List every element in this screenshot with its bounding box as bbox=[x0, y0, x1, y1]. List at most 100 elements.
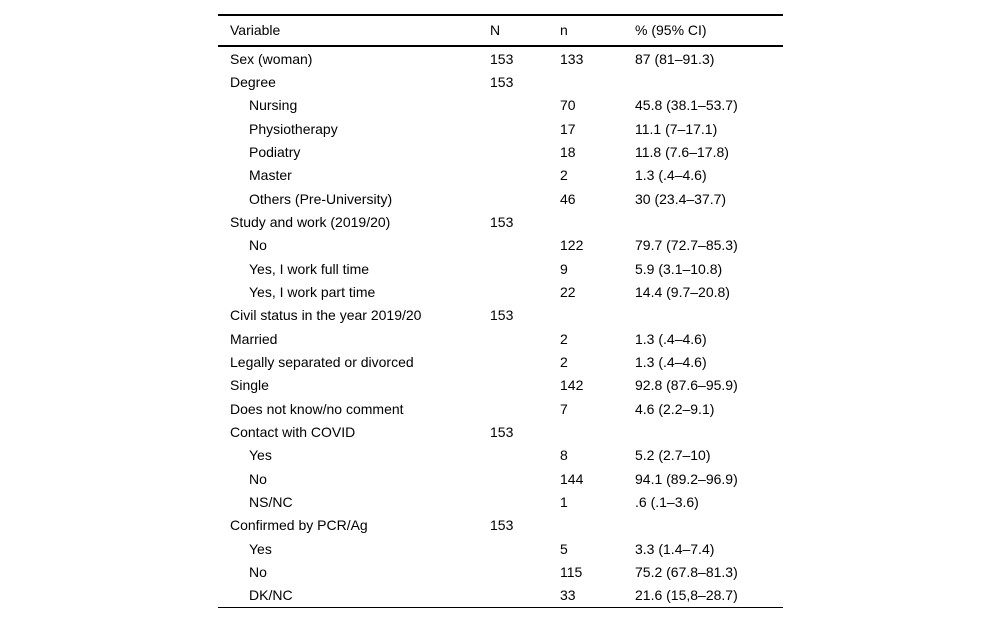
cell-pct: 5.2 (2.7–10) bbox=[635, 447, 711, 464]
cell-pct: 14.4 (9.7–20.8) bbox=[635, 283, 730, 300]
row-label: Yes, I work part time bbox=[249, 283, 376, 300]
row-label: Master bbox=[249, 167, 292, 184]
cell-n: 17 bbox=[560, 120, 576, 137]
table-row: No 122 79.7 (72.7–85.3) bbox=[218, 234, 783, 257]
cell-pct: 45.8 (38.1–53.7) bbox=[635, 97, 738, 114]
cell-n: 9 bbox=[560, 260, 568, 277]
row-label: No bbox=[249, 470, 267, 487]
cell-n: 7 bbox=[560, 400, 568, 417]
table-row: Master 2 1.3 (.4–4.6) bbox=[218, 164, 783, 187]
table-row: Study and work (2019/20) 153 bbox=[218, 210, 783, 233]
table-row: NS/NC 1 .6 (.1–3.6) bbox=[218, 490, 783, 513]
row-label: Yes bbox=[249, 540, 272, 557]
cell-n: 33 bbox=[560, 587, 576, 604]
table-header-rule bbox=[218, 44, 783, 47]
cell-pct: 75.2 (67.8–81.3) bbox=[635, 563, 738, 580]
cell-N: 153 bbox=[490, 517, 514, 534]
cell-n: 2 bbox=[560, 167, 568, 184]
cell-pct: 11.1 (7–17.1) bbox=[635, 120, 718, 137]
row-label: Degree bbox=[230, 73, 276, 90]
cell-pct: 21.6 (15,8–28.7) bbox=[635, 587, 738, 604]
column-header-variable: Variable bbox=[230, 22, 281, 38]
row-label: Single bbox=[230, 377, 269, 394]
cell-n: 2 bbox=[560, 353, 568, 370]
cell-pct: 4.6 (2.2–9.1) bbox=[635, 400, 715, 417]
table-row: Yes, I work full time 9 5.9 (3.1–10.8) bbox=[218, 257, 783, 280]
table-bottom-rule bbox=[218, 606, 783, 609]
cell-pct: .6 (.1–3.6) bbox=[635, 493, 699, 510]
row-label: Legally separated or divorced bbox=[230, 353, 414, 370]
cell-pct: 30 (23.4–37.7) bbox=[635, 190, 727, 207]
row-label: Others (Pre-University) bbox=[249, 190, 393, 207]
table-row: Legally separated or divorced 2 1.3 (.4–4.… bbox=[218, 350, 783, 373]
cell-pct: 87 (81–91.3) bbox=[635, 50, 715, 67]
table-body: Sex (woman) 153 133 87 (81–91.3) Degree 153 Nu… bbox=[218, 47, 783, 607]
cell-N: 153 bbox=[490, 423, 514, 440]
cell-pct: 1.3 (.4–4.6) bbox=[635, 330, 707, 347]
row-label: Study and work (2019/20) bbox=[230, 213, 391, 230]
row-label: Nursing bbox=[249, 97, 298, 114]
cell-n: 122 bbox=[560, 237, 584, 254]
table-row: DK/NC 33 21.6 (15,8–28.7) bbox=[218, 584, 783, 607]
table-row: Contact with COVID 153 bbox=[218, 420, 783, 443]
row-label: DK/NC bbox=[249, 587, 293, 604]
column-header-pct-ci: % (95% CI) bbox=[635, 22, 707, 38]
table-row: Married 2 1.3 (.4–4.6) bbox=[218, 327, 783, 350]
table-row: Confirmed by PCR/Ag 153 bbox=[218, 514, 783, 537]
table-row: Civil status in the year 2019/20 153 bbox=[218, 304, 783, 327]
table-row: Podiatry 18 11.8 (7.6–17.8) bbox=[218, 140, 783, 163]
table-top-rule bbox=[218, 14, 783, 16]
cell-n: 142 bbox=[560, 377, 584, 394]
cell-pct: 92.8 (87.6–95.9) bbox=[635, 377, 738, 394]
row-label: Physiotherapy bbox=[249, 120, 338, 137]
cell-n: 8 bbox=[560, 447, 568, 464]
table-row: Others (Pre-University) 46 30 (23.4–37.7) bbox=[218, 187, 783, 210]
row-label: No bbox=[249, 563, 267, 580]
row-label: Yes, I work full time bbox=[249, 260, 370, 277]
cell-n: 46 bbox=[560, 190, 576, 207]
cell-N: 153 bbox=[490, 73, 514, 90]
table-row: Nursing 70 45.8 (38.1–53.7) bbox=[218, 94, 783, 117]
cell-pct: 5.9 (3.1–10.8) bbox=[635, 260, 723, 277]
cell-pct: 94.1 (89.2–96.9) bbox=[635, 470, 738, 487]
table-row: Degree 153 bbox=[218, 70, 783, 93]
row-label: No bbox=[249, 237, 267, 254]
row-label: Married bbox=[230, 330, 278, 347]
cell-pct: 79.7 (72.7–85.3) bbox=[635, 237, 738, 254]
row-label: Contact with COVID bbox=[230, 423, 356, 440]
cell-n: 70 bbox=[560, 97, 576, 114]
table-row: Does not know/no comment 7 4.6 (2.2–9.1) bbox=[218, 397, 783, 420]
cell-n: 5 bbox=[560, 540, 568, 557]
row-label: Does not know/no comment bbox=[230, 400, 404, 417]
table-row: Yes 8 5.2 (2.7–10) bbox=[218, 444, 783, 467]
cell-n: 144 bbox=[560, 470, 584, 487]
cell-pct: 1.3 (.4–4.6) bbox=[635, 167, 707, 184]
table-row: Yes, I work part time 22 14.4 (9.7–20.8) bbox=[218, 280, 783, 303]
row-label: Podiatry bbox=[249, 143, 301, 160]
table-row: No 115 75.2 (67.8–81.3) bbox=[218, 560, 783, 583]
row-label: Confirmed by PCR/Ag bbox=[230, 517, 368, 534]
cell-N: 153 bbox=[490, 50, 514, 67]
cell-n: 22 bbox=[560, 283, 576, 300]
cell-n: 133 bbox=[560, 50, 584, 67]
cell-pct: 1.3 (.4–4.6) bbox=[635, 353, 707, 370]
demographics-table: Variable N n % (95% CI) Sex (woman) 153 13… bbox=[218, 14, 783, 609]
cell-N: 153 bbox=[490, 213, 514, 230]
row-label: Yes bbox=[249, 447, 272, 464]
cell-N: 153 bbox=[490, 307, 514, 324]
cell-pct: 11.8 (7.6–17.8) bbox=[635, 143, 729, 160]
table-row: Physiotherapy 17 11.1 (7–17.1) bbox=[218, 117, 783, 140]
table-row: Single 142 92.8 (87.6–95.9) bbox=[218, 374, 783, 397]
column-header-N: N bbox=[490, 22, 501, 38]
cell-n: 1 bbox=[560, 493, 568, 510]
row-label: NS/NC bbox=[249, 493, 293, 510]
cell-n: 115 bbox=[560, 563, 583, 580]
cell-n: 18 bbox=[560, 143, 576, 160]
cell-pct: 3.3 (1.4–7.4) bbox=[635, 540, 715, 557]
table-row: No 144 94.1 (89.2–96.9) bbox=[218, 467, 783, 490]
table-header-row: Variable N n % (95% CI) bbox=[218, 16, 783, 45]
cell-n: 2 bbox=[560, 330, 568, 347]
row-label: Sex (woman) bbox=[230, 50, 313, 67]
column-header-n: n bbox=[560, 22, 568, 38]
table-row: Sex (woman) 153 133 87 (81–91.3) bbox=[218, 47, 783, 70]
